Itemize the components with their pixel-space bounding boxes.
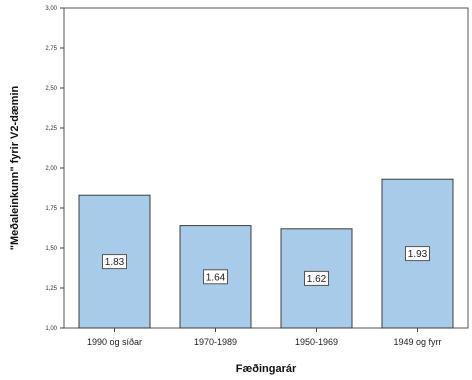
y-tick-label: 1,75	[45, 206, 57, 212]
x-tick-label: 1949 og fyrr	[393, 337, 441, 347]
y-tick-label: 2,50	[45, 86, 57, 92]
x-axis-labels: 1990 og síðar 1970-1989 1950-1969 1949 og f…	[87, 328, 442, 347]
bars-group: 1.83 1.64 1.62 1.93	[78, 178, 454, 329]
data-label: 1.93	[408, 249, 428, 260]
data-label: 1.83	[105, 257, 125, 268]
y-axis-ticks: 1,00 1,25 1,50 1,75 2,00 2,25 2,50 2,75 3,00	[45, 6, 64, 332]
data-label-box	[102, 254, 127, 270]
y-axis-title: "Meðaleinkunn" fyrir V2-dæmin	[9, 85, 21, 250]
x-axis-title: Fæðingarár	[236, 363, 297, 375]
data-label: 1.64	[206, 272, 226, 283]
x-tick-label: 1970-1989	[194, 337, 237, 347]
data-label-box	[203, 269, 228, 285]
y-tick-label: 2,75	[45, 46, 57, 52]
y-tick-label: 2,25	[45, 126, 57, 132]
y-tick-label: 1,50	[45, 246, 57, 252]
y-tick-label: 2,00	[45, 166, 57, 172]
data-label-box	[304, 270, 329, 286]
y-tick-label: 1,00	[45, 326, 57, 332]
data-label: 1.62	[307, 274, 327, 285]
data-label-box	[405, 246, 430, 262]
x-tick-label: 1950-1969	[295, 337, 338, 347]
y-tick-label: 3,00	[45, 6, 57, 12]
y-tick-label: 1,25	[45, 286, 57, 292]
x-tick-label: 1990 og síðar	[87, 337, 142, 347]
